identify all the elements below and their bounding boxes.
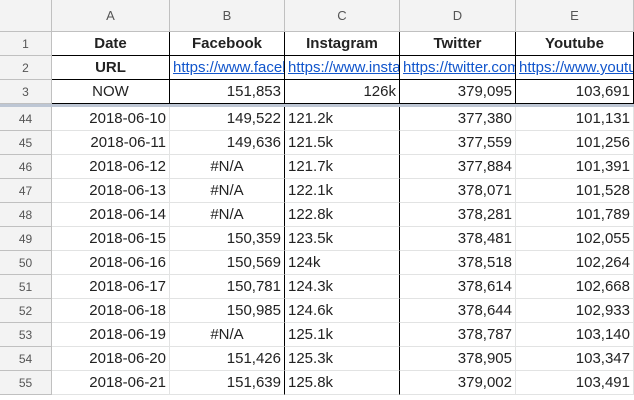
data-cell[interactable]: 2018-06-12 (52, 155, 170, 179)
data-cell[interactable]: 102,055 (516, 227, 634, 251)
data-cell[interactable]: 151,853 (170, 80, 285, 104)
data-cell[interactable]: 379,095 (400, 80, 516, 104)
row-number[interactable]: 3 (0, 80, 52, 104)
data-cell[interactable]: 125.3k (285, 347, 400, 371)
data-cell[interactable]: 125.1k (285, 323, 400, 347)
row-number[interactable]: 2 (0, 56, 52, 80)
data-cell[interactable]: 121.5k (285, 131, 400, 155)
data-cell[interactable]: 123.5k (285, 227, 400, 251)
data-cell[interactable]: 101,528 (516, 179, 634, 203)
data-cell[interactable]: 102,668 (516, 275, 634, 299)
row-number[interactable]: 46 (0, 155, 52, 179)
data-cell[interactable]: 101,391 (516, 155, 634, 179)
data-cell[interactable]: 102,264 (516, 251, 634, 275)
data-cell[interactable]: 124k (285, 251, 400, 275)
row-number[interactable]: 1 (0, 32, 52, 56)
data-cell[interactable]: 150,781 (170, 275, 285, 299)
data-cell[interactable]: 2018-06-20 (52, 347, 170, 371)
data-cell[interactable]: #N/A (170, 323, 285, 347)
column-header[interactable]: B (170, 0, 285, 32)
data-cell[interactable]: 378,071 (400, 179, 516, 203)
data-cell[interactable]: 379,002 (400, 371, 516, 395)
data-cell[interactable]: 124.6k (285, 299, 400, 323)
data-cell[interactable]: 378,281 (400, 203, 516, 227)
column-title-cell[interactable]: Facebook (170, 32, 285, 56)
data-cell[interactable]: 149,522 (170, 107, 285, 131)
row-number[interactable]: 44 (0, 107, 52, 131)
data-cell[interactable]: 378,644 (400, 299, 516, 323)
data-cell[interactable]: 101,131 (516, 107, 634, 131)
row-number[interactable]: 45 (0, 131, 52, 155)
row-number[interactable]: 48 (0, 203, 52, 227)
row-number[interactable]: 47 (0, 179, 52, 203)
data-cell[interactable]: 150,569 (170, 251, 285, 275)
data-cell[interactable]: 2018-06-18 (52, 299, 170, 323)
data-cell[interactable]: 150,985 (170, 299, 285, 323)
data-cell[interactable]: 2018-06-16 (52, 251, 170, 275)
data-cell[interactable]: 121.2k (285, 107, 400, 131)
column-title-cell[interactable]: Youtube (516, 32, 634, 56)
data-cell[interactable]: 101,256 (516, 131, 634, 155)
data-cell[interactable]: 2018-06-17 (52, 275, 170, 299)
data-cell[interactable]: 377,884 (400, 155, 516, 179)
data-cell[interactable]: #N/A (170, 155, 285, 179)
column-header[interactable]: D (400, 0, 516, 32)
data-cell[interactable]: 101,789 (516, 203, 634, 227)
url-label-cell[interactable]: URL (52, 56, 170, 80)
data-cell[interactable]: 2018-06-11 (52, 131, 170, 155)
row-number[interactable]: 51 (0, 275, 52, 299)
data-cell[interactable]: 126k (285, 80, 400, 104)
data-cell[interactable]: 378,905 (400, 347, 516, 371)
data-cell[interactable]: 377,559 (400, 131, 516, 155)
row-number[interactable]: 49 (0, 227, 52, 251)
url-link-cell[interactable]: https://twitter.com/ (400, 56, 516, 80)
data-cell[interactable]: 2018-06-19 (52, 323, 170, 347)
data-cell[interactable]: 151,426 (170, 347, 285, 371)
row-number[interactable]: 52 (0, 299, 52, 323)
data-cell[interactable]: NOW (52, 80, 170, 104)
freeze-divider (0, 104, 634, 107)
column-header[interactable]: C (285, 0, 400, 32)
data-cell[interactable]: 150,359 (170, 227, 285, 251)
row-number[interactable]: 53 (0, 323, 52, 347)
data-cell[interactable]: 378,614 (400, 275, 516, 299)
data-cell[interactable]: 2018-06-13 (52, 179, 170, 203)
data-cell[interactable]: #N/A (170, 179, 285, 203)
data-cell[interactable]: 122.8k (285, 203, 400, 227)
data-cell[interactable]: 125.8k (285, 371, 400, 395)
data-cell[interactable]: 378,518 (400, 251, 516, 275)
data-cell[interactable]: 122.1k (285, 179, 400, 203)
column-title-cell[interactable]: Twitter (400, 32, 516, 56)
url-link-cell[interactable]: https://www.facebook.com/ (170, 56, 285, 80)
row-number[interactable]: 50 (0, 251, 52, 275)
data-cell[interactable]: 2018-06-15 (52, 227, 170, 251)
data-cell[interactable]: 121.7k (285, 155, 400, 179)
url-link-cell[interactable]: https://www.instagram.com/ (285, 56, 400, 80)
column-title-cell[interactable]: Instagram (285, 32, 400, 56)
data-cell[interactable]: 2018-06-21 (52, 371, 170, 395)
column-title-cell[interactable]: Date (52, 32, 170, 56)
data-cell[interactable]: 2018-06-14 (52, 203, 170, 227)
data-cell[interactable]: 378,787 (400, 323, 516, 347)
data-cell[interactable]: #N/A (170, 203, 285, 227)
data-cell[interactable]: 124.3k (285, 275, 400, 299)
corner-cell[interactable] (0, 0, 52, 32)
data-cell[interactable]: 151,639 (170, 371, 285, 395)
url-link-cell[interactable]: https://www.youtube.com/ (516, 56, 634, 80)
column-header[interactable]: A (52, 0, 170, 32)
data-cell[interactable]: 377,380 (400, 107, 516, 131)
data-cell[interactable]: 103,140 (516, 323, 634, 347)
data-cell[interactable]: 378,481 (400, 227, 516, 251)
data-cell[interactable]: 103,491 (516, 371, 634, 395)
row-number[interactable]: 55 (0, 371, 52, 395)
data-cell[interactable]: 2018-06-10 (52, 107, 170, 131)
column-header[interactable]: E (516, 0, 634, 32)
row-number[interactable]: 54 (0, 347, 52, 371)
data-cell[interactable]: 103,691 (516, 80, 634, 104)
data-cell[interactable]: 102,933 (516, 299, 634, 323)
data-cell[interactable]: 149,636 (170, 131, 285, 155)
data-cell[interactable]: 103,347 (516, 347, 634, 371)
